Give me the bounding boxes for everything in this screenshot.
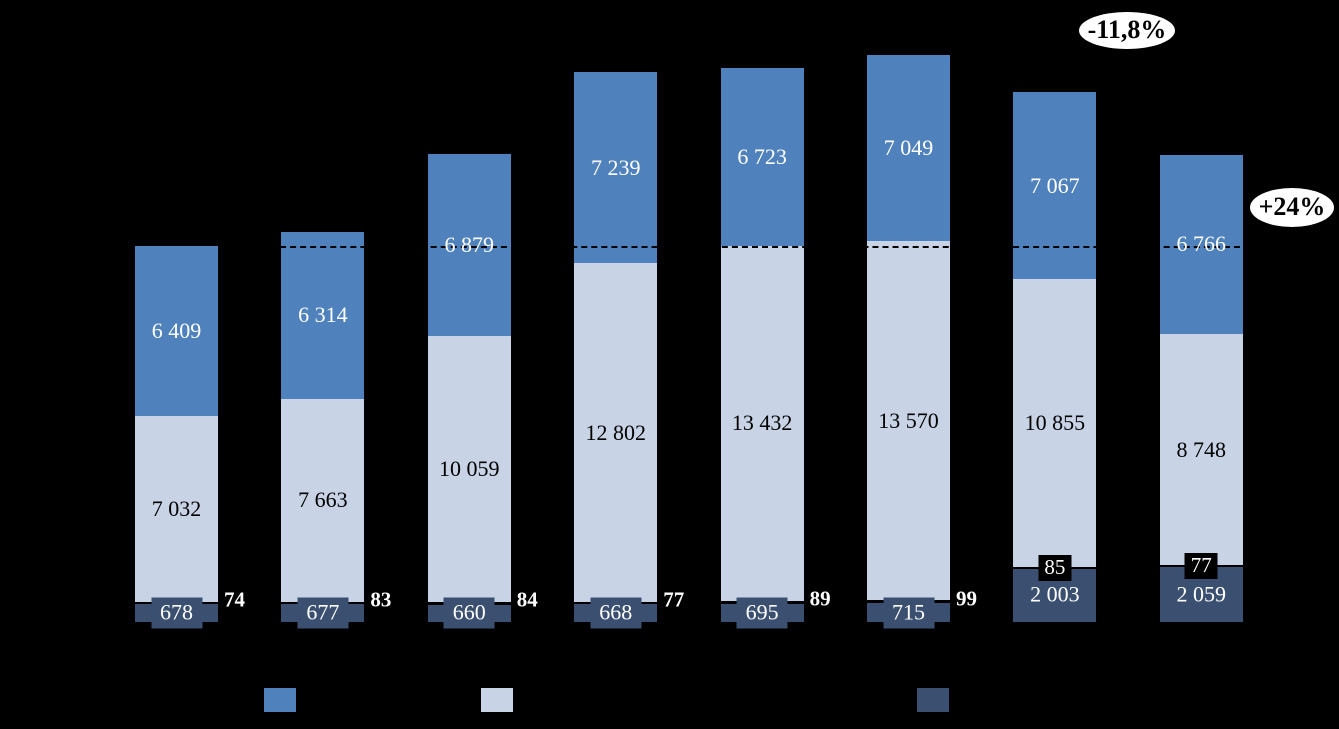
bar-7-segment-light <box>1013 279 1097 567</box>
bar-1-light-value-label: 7 032 <box>151 496 202 522</box>
bar-4-blue-value-label: 7 239 <box>590 154 641 180</box>
bar-2-segment-light <box>281 399 365 602</box>
bar-6-dark-value-label: 715 <box>883 597 934 629</box>
bar-3-black-value-label: 84 <box>516 587 538 612</box>
bar-7-dark-value-label: 2 003 <box>1021 579 1089 611</box>
bar-3-segment-light <box>427 336 511 603</box>
bar-4-dark-value-label: 668 <box>590 597 642 629</box>
bar-7-black-value-label: 85 <box>1038 554 1072 581</box>
bar-1-segment-light <box>135 415 218 603</box>
bar-7-light-value-label: 10 855 <box>1024 410 1086 436</box>
bar-4-segment-light <box>574 263 658 603</box>
bar-1-blue-value-label: 6 409 <box>151 318 202 344</box>
bar-5-black-value-label: 89 <box>809 586 831 611</box>
bar-8-blue-value-label: 6 766 <box>1176 231 1227 257</box>
bar-3-blue-value-label: 6 879 <box>444 232 495 257</box>
legend-swatch-blue-series <box>264 688 296 712</box>
legend-swatch-dark-series <box>917 688 949 712</box>
bar-2-blue-value-label: 6 314 <box>298 302 348 328</box>
annotation-bubble-decrease: -11,8% <box>1079 11 1175 49</box>
bar-6-segment-blue <box>867 54 950 242</box>
bar-8-segment-light <box>1159 333 1243 566</box>
bar-4-black-value-label: 77 <box>663 587 685 612</box>
bar-3-dark-value-label: 660 <box>443 597 495 629</box>
reference-dashed-line <box>270 246 1250 249</box>
bar-1-segment-blue <box>135 246 218 416</box>
bar-5-blue-value-label: 6 723 <box>737 143 787 169</box>
bar-6-segment-light <box>867 241 950 601</box>
bar-4-segment-blue <box>574 71 658 264</box>
bar-2-light-value-label: 7 663 <box>298 487 348 513</box>
bar-1-black-value-label: 74 <box>224 587 245 612</box>
annotation-bubble-decrease-text: -11,8% <box>1087 15 1167 44</box>
bar-2-dark-value-label: 677 <box>297 597 349 629</box>
bar-8-black-value-label: 77 <box>1184 553 1218 580</box>
bar-4-light-value-label: 12 802 <box>585 419 646 445</box>
bar-5-segment-light <box>720 245 804 602</box>
legend-swatch-light-series <box>481 688 513 712</box>
bar-8-dark-value-label: 2 059 <box>1167 579 1236 611</box>
bar-3-light-value-label: 10 059 <box>439 456 500 482</box>
bar-7-blue-value-label: 7 067 <box>1030 172 1080 198</box>
bar-5-segment-blue <box>720 67 804 246</box>
bar-3-segment-blue <box>427 153 511 337</box>
bar-6-light-value-label: 13 570 <box>878 407 939 433</box>
bar-2-black-value-label: 83 <box>370 587 392 612</box>
bar-2-segment-blue <box>281 231 365 400</box>
annotation-bubble-increase-text: +24% <box>1258 192 1326 221</box>
annotation-bubble-increase: +24% <box>1250 187 1334 227</box>
bar-8-segment-blue <box>1159 154 1243 334</box>
bar-6-blue-value-label: 7 049 <box>883 134 934 160</box>
bar-5-dark-value-label: 695 <box>736 597 788 629</box>
bar-5-light-value-label: 13 432 <box>731 410 793 436</box>
bar-8-light-value-label: 8 748 <box>1176 436 1227 462</box>
bar-1-dark-value-label: 678 <box>151 597 202 629</box>
bar-6-black-value-label: 99 <box>956 586 977 611</box>
